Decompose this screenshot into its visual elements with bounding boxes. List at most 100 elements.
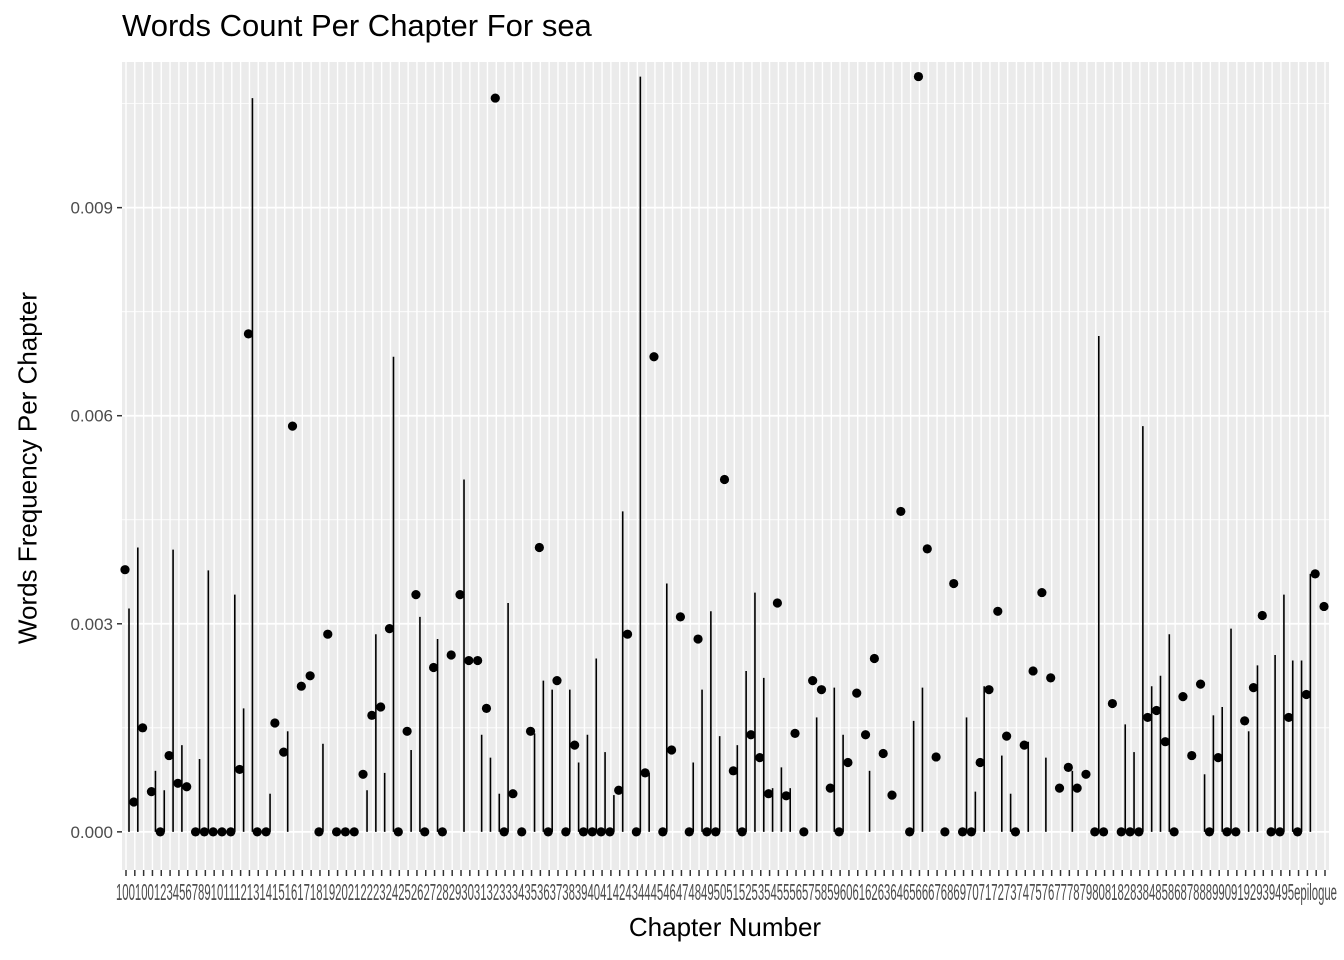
series-point [1107, 698, 1118, 709]
series-point [402, 726, 412, 736]
series-point [499, 827, 509, 837]
series-point [728, 766, 738, 776]
series-point [138, 723, 148, 733]
series-point [120, 565, 130, 575]
series-point [640, 768, 650, 778]
series-point [1240, 716, 1250, 726]
series-point [349, 827, 359, 837]
series-point [1098, 827, 1109, 837]
series-point [1037, 587, 1047, 598]
series-point [755, 753, 765, 763]
series-point [605, 827, 615, 837]
series-point [905, 827, 915, 837]
series-point [869, 653, 879, 664]
y-tick-label: 0.006 [70, 407, 113, 426]
series-point [922, 544, 932, 554]
series-point [799, 827, 809, 837]
series-point [878, 748, 888, 759]
series-point [1266, 827, 1276, 837]
series-point [1125, 827, 1135, 837]
series-point [1090, 827, 1100, 837]
series-point [622, 629, 633, 639]
x-axis-label: Chapter Number [628, 912, 822, 942]
series-point [1319, 601, 1329, 612]
series-point [208, 827, 218, 837]
series-point [702, 827, 712, 837]
series-point [235, 764, 245, 775]
series-point [816, 685, 827, 695]
series-point [667, 745, 677, 755]
series-point [966, 827, 976, 837]
series-point [199, 827, 209, 837]
series-point [1019, 740, 1029, 750]
series-point [675, 612, 686, 622]
series-point [393, 827, 403, 837]
series-point [243, 329, 254, 339]
series-point [226, 827, 236, 837]
series-point [252, 827, 262, 837]
series-point [1213, 753, 1223, 763]
series-point [913, 71, 924, 82]
series-point [446, 650, 456, 660]
series-point [1046, 673, 1056, 683]
series-point [534, 542, 544, 553]
series-point [376, 702, 386, 712]
x-tick-labels: 1001001234567891011121314151617181920212… [116, 879, 1337, 905]
series-point [993, 606, 1003, 616]
series-point [182, 782, 192, 792]
series-point [331, 827, 342, 837]
series-point [746, 730, 756, 740]
series-point [596, 827, 606, 837]
series-point [825, 783, 835, 793]
series-point [305, 671, 315, 681]
series-point [949, 578, 959, 589]
series-point [155, 827, 165, 837]
chart-title: Words Count Per Chapter For sea [122, 8, 592, 43]
series-point [146, 787, 157, 797]
series-point [464, 655, 474, 666]
series-point [1284, 712, 1294, 723]
series-point [190, 827, 201, 837]
series-point [1160, 737, 1170, 747]
series-point [693, 634, 703, 644]
series-point [411, 590, 421, 600]
series-point [1178, 692, 1188, 702]
y-axis-label: Words Frequency Per Chapter [12, 291, 43, 645]
series-point [367, 710, 377, 720]
series-point [1143, 712, 1153, 723]
series-point [1301, 689, 1311, 700]
series-point [261, 827, 271, 837]
series-point [473, 655, 483, 666]
series-point [737, 827, 747, 837]
series-point [552, 676, 562, 686]
series-point [763, 789, 774, 799]
series-point [860, 730, 871, 740]
series-point [578, 827, 589, 837]
series-point [1187, 750, 1197, 761]
series-point [1151, 705, 1162, 716]
series-point [384, 624, 395, 634]
series-point [1204, 827, 1214, 837]
series-point [587, 827, 597, 837]
series-point [1195, 679, 1206, 689]
series-point [1222, 827, 1232, 837]
series-point [896, 506, 906, 517]
series-point [931, 752, 941, 762]
series-point [711, 827, 721, 837]
series-point [1248, 682, 1259, 693]
y-tick-label: 0.003 [70, 615, 113, 634]
series-point [772, 598, 782, 608]
series-point [561, 827, 571, 837]
series-point [1275, 827, 1285, 837]
series-point [508, 789, 518, 799]
series-point [455, 590, 465, 600]
series-point [684, 827, 694, 837]
series-point [428, 662, 439, 673]
series-point [1169, 827, 1179, 837]
series-point [887, 790, 897, 800]
series-point [614, 785, 624, 795]
series-point [957, 827, 968, 837]
series-point [420, 827, 430, 837]
series-point [1257, 610, 1267, 621]
series-point [1292, 827, 1303, 837]
